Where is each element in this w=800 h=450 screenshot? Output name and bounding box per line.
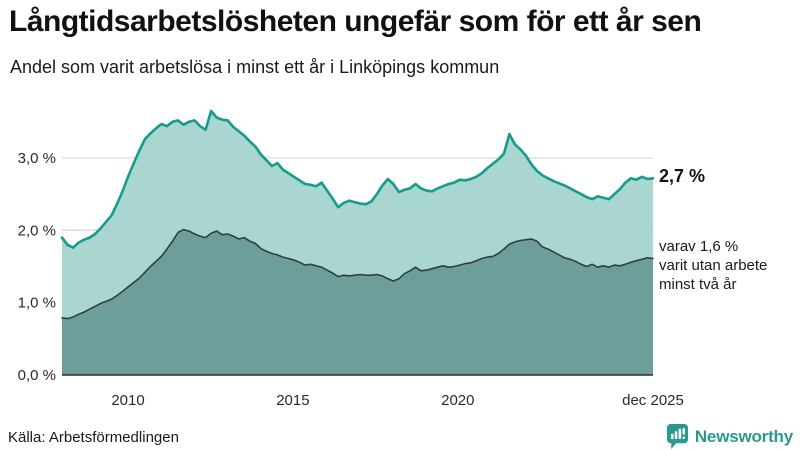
line-minst-tva-ar	[61, 228, 654, 320]
x-tick-label: 2020	[441, 392, 474, 409]
logo-bubble-shape	[666, 424, 688, 449]
logo-exclamation-dot	[682, 436, 685, 439]
line-minst-ett-ar	[60, 109, 655, 249]
logo-bar-1	[670, 433, 674, 439]
series-annotation: varav 1,6 % varit utan arbete minst två …	[659, 237, 797, 294]
page-title: Långtidsarbetslösheten ungefär som för e…	[9, 5, 702, 38]
area-minst-tva-ar	[62, 229, 653, 375]
unemployment-area-chart: 0,0 % 1,0 % 2,0 % 3,0 % 2010 2015 2020 dec 2025	[0, 95, 800, 425]
y-tick-label: 1,0 %	[18, 295, 56, 312]
source-credit: Källa: Arbetsförmedlingen	[8, 429, 179, 446]
y-tick-label: 3,0 %	[18, 150, 56, 167]
chart-svg: 0,0 % 1,0 % 2,0 % 3,0 % 2010 2015 2020 dec 2025	[18, 109, 684, 409]
logo-bar-3	[678, 428, 682, 439]
annotation-line-3: minst två år	[659, 276, 737, 293]
page-subtitle: Andel som varit arbetslösa i minst ett å…	[10, 57, 500, 77]
newsworthy-chart-bubble-icon	[666, 424, 688, 449]
x-tick-label: dec 2025	[622, 392, 684, 409]
annotation-line-1: varav 1,6 %	[659, 238, 739, 255]
logo-bar-2	[674, 431, 678, 439]
newsworthy-wordmark: Newsworthy	[694, 426, 793, 446]
annotation-line-2: varit utan arbete	[659, 257, 768, 274]
x-tick-label: 2010	[111, 392, 144, 409]
newsworthy-logo: Newsworthy	[666, 423, 793, 450]
y-tick-label: 2,0 %	[18, 222, 56, 239]
logo-exclamation-bar	[682, 427, 685, 435]
x-tick-label: 2015	[276, 392, 309, 409]
series-end-value-label: 2,7 %	[659, 166, 706, 186]
y-tick-label: 0,0 %	[18, 367, 56, 384]
